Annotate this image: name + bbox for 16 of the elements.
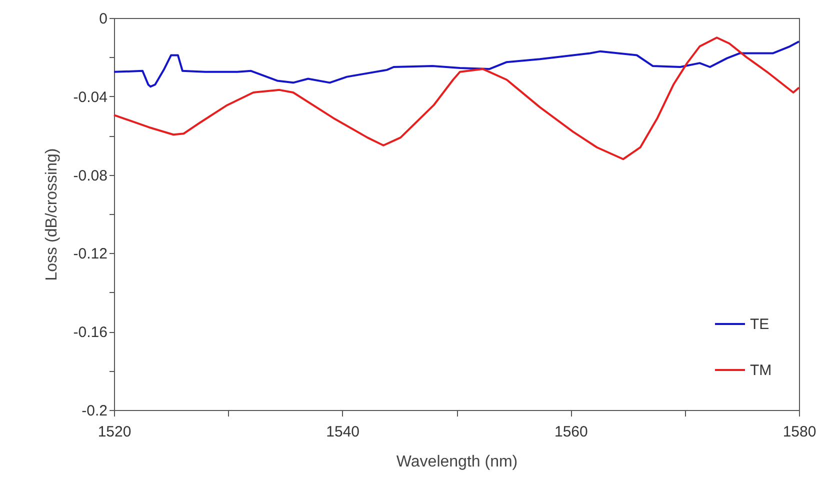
y-tick-label: -0.16 [73, 324, 108, 342]
y-tick-label: -0.2 [82, 402, 108, 420]
x-tick-label: 1560 [554, 424, 588, 440]
y-tick-label: -0.12 [73, 246, 108, 263]
legend-label: TM [750, 362, 772, 379]
line-series [113, 40, 800, 88]
y-tick-label: -0.04 [73, 88, 108, 106]
line-series [113, 36, 800, 160]
legend-label: TE [750, 316, 770, 333]
y-tick-label: 0 [99, 10, 108, 28]
y-tick-label: -0.08 [73, 167, 108, 184]
x-tick-label: 1540 [326, 424, 360, 440]
x-tick-label: 1520 [98, 424, 132, 440]
x-axis-title: Wavelength (nm) [396, 454, 518, 470]
y-axis-title: Loss (dB/crossing) [43, 148, 60, 281]
x-tick-label: 1580 [782, 424, 816, 440]
